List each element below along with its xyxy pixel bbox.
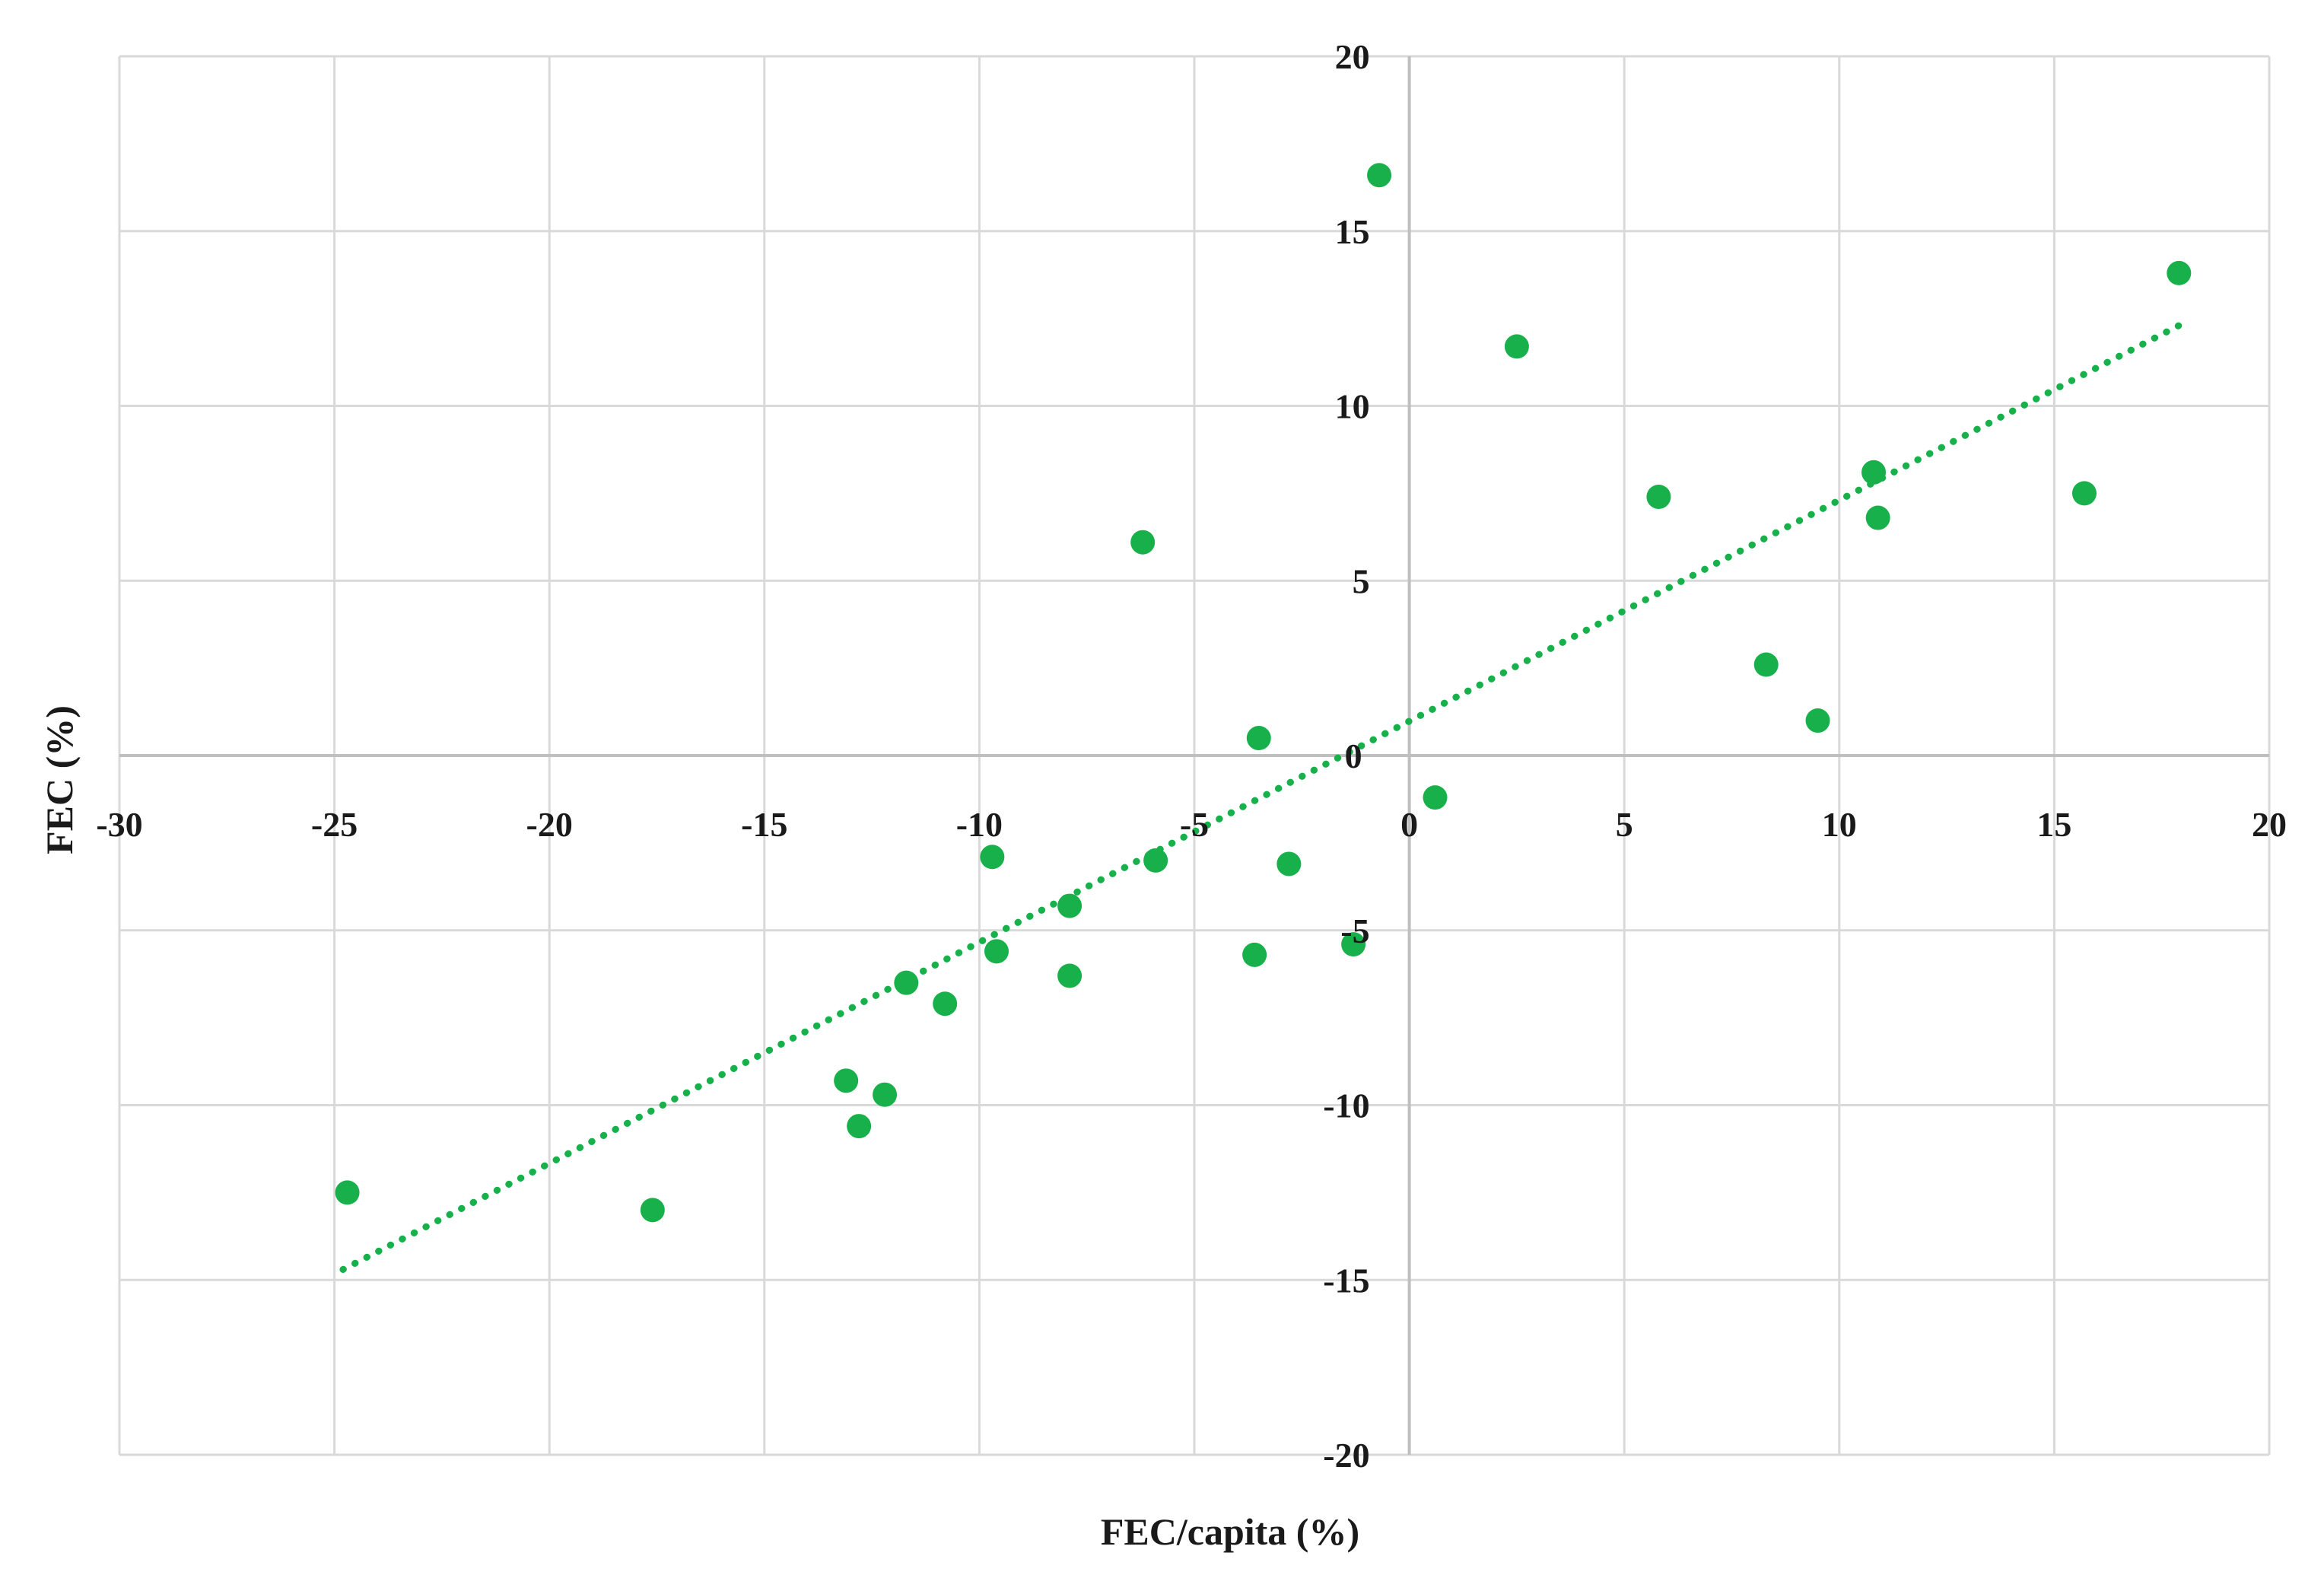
trendline-segment bbox=[339, 322, 2183, 1273]
axes bbox=[119, 56, 2269, 1455]
data-point bbox=[1246, 726, 1271, 751]
data-point bbox=[1865, 505, 1890, 530]
x-tick-label: 15 bbox=[2036, 805, 2071, 844]
data-point bbox=[894, 970, 919, 995]
data-point bbox=[335, 1180, 360, 1205]
data-point bbox=[1861, 460, 1887, 485]
y-tick-label: 15 bbox=[1335, 212, 1370, 251]
x-axis-title: FEC/capita (%) bbox=[1101, 1510, 1359, 1553]
data-point bbox=[1276, 851, 1302, 877]
x-tick-label: -10 bbox=[956, 805, 1003, 844]
data-point bbox=[1341, 932, 1366, 957]
data-point bbox=[1504, 334, 1529, 359]
x-tick-label: -25 bbox=[311, 805, 358, 844]
data-point bbox=[1753, 652, 1779, 677]
x-tick-label: 20 bbox=[2252, 805, 2287, 844]
y-tick-label: -5 bbox=[1340, 912, 1369, 950]
x-tick-label: 10 bbox=[1822, 805, 1857, 844]
data-point bbox=[980, 845, 1005, 870]
data-point bbox=[640, 1198, 665, 1223]
data-point bbox=[1057, 893, 1083, 918]
data-point bbox=[933, 991, 958, 1017]
data-point bbox=[847, 1114, 872, 1139]
y-tick-label: -20 bbox=[1323, 1436, 1369, 1475]
data-point bbox=[2071, 481, 2097, 506]
x-tick-label: -30 bbox=[96, 805, 142, 844]
trendline bbox=[339, 322, 2183, 1273]
x-tick-label: -20 bbox=[526, 805, 573, 844]
data-point bbox=[1057, 963, 1083, 988]
y-tick-label: 20 bbox=[1335, 37, 1370, 76]
data-point bbox=[873, 1082, 898, 1107]
data-point bbox=[984, 939, 1009, 964]
data-point bbox=[834, 1068, 859, 1093]
data-point bbox=[1423, 785, 1448, 810]
data-point bbox=[1805, 708, 1830, 733]
data-points bbox=[335, 163, 2192, 1223]
grid bbox=[118, 55, 2271, 1456]
y-tick-label: -10 bbox=[1323, 1087, 1369, 1125]
data-point bbox=[1143, 848, 1168, 873]
x-tick-label: -5 bbox=[1180, 805, 1209, 844]
y-axis-title: FEC (%) bbox=[38, 705, 81, 854]
tick-labels: -30 -25 -20 -15 -10 -5 0 5 10 15 20 -20 -15 -10 -5 0 5 10… bbox=[96, 37, 2287, 1475]
data-point bbox=[1646, 484, 1671, 509]
y-tick-label: 5 bbox=[1353, 562, 1370, 600]
x-tick-label: 5 bbox=[1616, 805, 1633, 844]
x-tick-label: 0 bbox=[1400, 805, 1418, 844]
x-tick-label: -15 bbox=[741, 805, 787, 844]
y-tick-label: 0 bbox=[1345, 737, 1362, 775]
data-point bbox=[2167, 260, 2192, 285]
data-point bbox=[1130, 530, 1156, 555]
y-tick-label: -15 bbox=[1323, 1261, 1369, 1300]
data-point bbox=[1367, 163, 1392, 188]
data-point bbox=[1242, 942, 1267, 967]
y-tick-label: 10 bbox=[1335, 387, 1370, 426]
